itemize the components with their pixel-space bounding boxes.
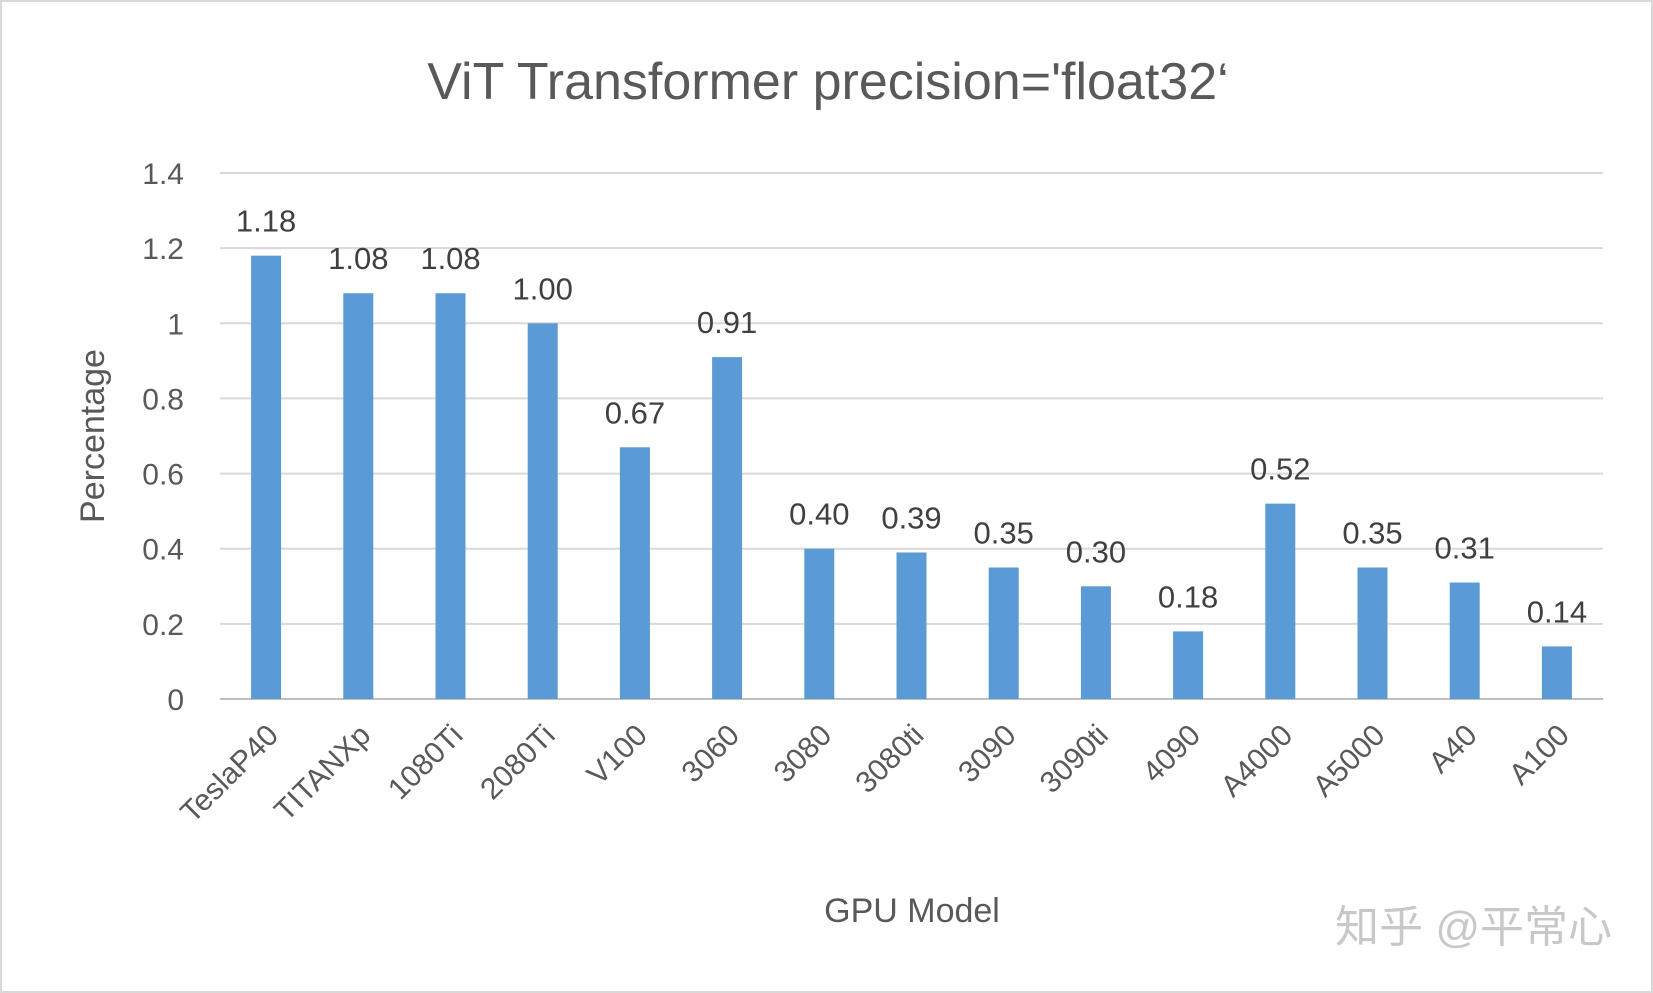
bar-3080ti — [896, 552, 927, 699]
y-axis-ticks: 0 0.2 0.4 0.6 0.8 1 1.2 1.4 — [142, 158, 184, 717]
x-tick-label: 3090 — [952, 719, 1023, 790]
data-label: 0.39 — [881, 500, 941, 535]
y-tick-label: 0 — [167, 684, 184, 717]
bar-3090 — [988, 567, 1019, 699]
y-tick-label: 1 — [167, 308, 184, 341]
data-label: 1.18 — [236, 204, 296, 239]
x-tick-label: 3080 — [768, 719, 839, 790]
y-axis-label: Percentage — [74, 349, 112, 523]
x-tick-label: 3090ti — [1034, 719, 1115, 800]
data-label: 1.08 — [328, 241, 388, 276]
data-label: 0.40 — [789, 497, 849, 532]
x-tick-label: V100 — [581, 719, 654, 792]
data-label: 0.31 — [1435, 531, 1495, 566]
data-label: 1.08 — [420, 241, 480, 276]
data-label: 0.67 — [605, 395, 665, 430]
data-label: 0.30 — [1066, 534, 1126, 569]
x-axis-label: GPU Model — [824, 892, 1000, 930]
data-label: 0.14 — [1527, 594, 1587, 629]
y-tick-label: 0.6 — [142, 459, 184, 492]
data-labels: 1.18 1.08 1.08 1.00 0.67 0.91 0.40 0.39 0.35 0.30… — [236, 204, 1587, 630]
data-label: 0.52 — [1250, 452, 1310, 487]
bar-3060 — [712, 357, 743, 699]
x-tick-label: 1080Ti — [382, 719, 469, 806]
y-tick-label: 0.2 — [142, 609, 184, 642]
y-tick-label: 0.8 — [142, 383, 184, 416]
data-label: 1.00 — [513, 271, 573, 306]
chart-title: ViT Transformer precision='float32‘ — [427, 53, 1228, 111]
y-tick-label: 0.4 — [142, 534, 184, 567]
x-tick-label: TITANXp — [268, 719, 377, 828]
bar-V100 — [619, 447, 650, 699]
data-label: 0.91 — [697, 305, 757, 340]
x-tick-label: 3080ti — [849, 719, 930, 800]
x-tick-label: TeslaP40 — [174, 719, 285, 830]
x-tick-label: A100 — [1503, 719, 1576, 792]
bar-A40 — [1449, 582, 1480, 699]
x-tick-label: 3060 — [676, 719, 747, 790]
y-tick-label: 1.2 — [142, 233, 184, 266]
bar-A5000 — [1357, 567, 1388, 699]
watermark: 知乎 @平常心 — [1335, 903, 1612, 952]
x-tick-label: A40 — [1423, 719, 1484, 780]
data-label: 0.35 — [1342, 516, 1402, 551]
data-label: 0.35 — [974, 516, 1034, 551]
bar-1080Ti — [435, 293, 466, 699]
bar-2080Ti — [527, 323, 558, 699]
bar-4090 — [1173, 631, 1204, 699]
bar-TeslaP40 — [251, 255, 282, 699]
bar-A100 — [1541, 646, 1572, 699]
bar-A4000 — [1265, 503, 1296, 699]
y-tick-label: 1.4 — [142, 158, 184, 191]
x-tick-label: A4000 — [1215, 719, 1300, 804]
bar-TITANXp — [343, 293, 374, 699]
bar-3090ti — [1080, 586, 1111, 699]
bars — [251, 255, 1572, 699]
data-label: 0.18 — [1158, 579, 1218, 614]
x-tick-label: 2080Ti — [474, 719, 561, 806]
bar-3080 — [804, 548, 835, 699]
x-tick-label: A5000 — [1307, 719, 1392, 804]
x-tick-label: 4090 — [1137, 719, 1208, 790]
